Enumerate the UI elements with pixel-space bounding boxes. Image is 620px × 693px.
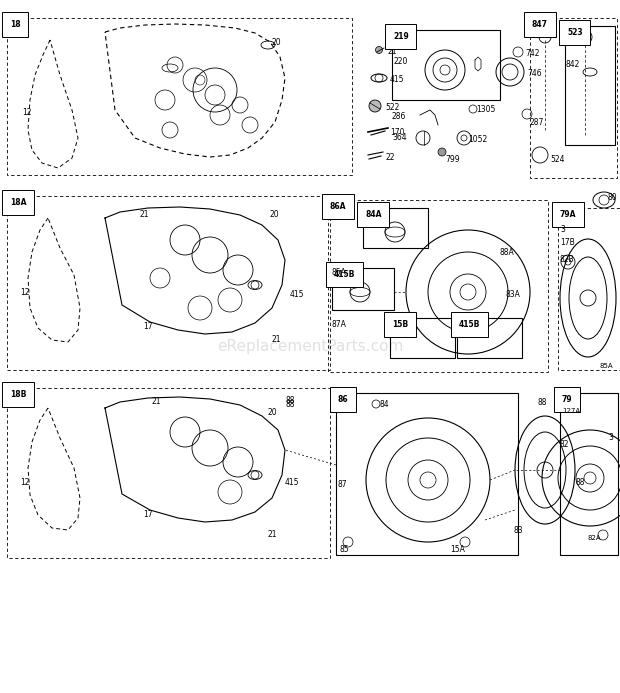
Text: 524: 524 [550,155,564,164]
Bar [7,196,330,370]
Bar [392,30,500,100]
Text: 18A: 18A [10,198,27,207]
Bar [363,208,428,248]
Bar [336,393,518,555]
Text: 15B: 15B [392,320,408,329]
Text: 746: 746 [527,69,542,78]
Text: 286: 286 [392,112,406,121]
Text: 88: 88 [575,478,585,487]
Text: 86: 86 [338,395,348,404]
Bar [565,26,615,145]
Bar [332,268,394,310]
Text: 219: 219 [393,32,409,41]
Text: 3: 3 [560,225,565,234]
Text: 415: 415 [290,290,304,299]
Text: 364: 364 [392,133,407,142]
Text: 87: 87 [338,480,348,489]
Text: 87A: 87A [332,320,347,329]
Text: 742: 742 [525,49,539,58]
Bar [390,318,455,358]
Text: 1305: 1305 [476,105,495,114]
Circle shape [376,46,383,53]
Text: 17B: 17B [560,238,575,247]
Text: 847: 847 [532,20,548,29]
Text: 20: 20 [272,38,281,47]
Text: 17: 17 [143,510,153,519]
Bar [558,208,620,370]
Bar [530,18,617,178]
Text: 12: 12 [20,478,30,487]
Text: 1052: 1052 [468,135,487,144]
Text: 21: 21 [140,210,149,219]
Text: 21: 21 [387,47,397,56]
Text: eReplacementParts.com: eReplacementParts.com [217,339,403,354]
Text: 83A: 83A [505,290,520,299]
Text: 84A: 84A [365,210,381,219]
Text: 415B: 415B [459,320,481,329]
Bar [457,318,522,358]
Bar [328,200,548,372]
Text: 82A: 82A [588,535,601,541]
Text: 18B: 18B [10,390,27,399]
Text: 88: 88 [285,400,294,409]
Text: 127A: 127A [562,408,580,414]
Text: 86A: 86A [330,202,347,211]
Text: 82: 82 [560,440,570,449]
Text: 522: 522 [385,103,399,112]
Text: 523: 523 [567,28,583,37]
Text: 21: 21 [272,335,281,344]
Text: 84: 84 [380,400,389,409]
Text: 88: 88 [538,398,547,407]
Text: 220: 220 [394,57,409,66]
Text: 21: 21 [152,397,161,406]
Bar [7,18,352,175]
Circle shape [369,100,381,112]
Text: 799: 799 [445,155,459,164]
Text: 79: 79 [562,395,573,404]
Text: 842: 842 [566,60,580,69]
Text: 415B: 415B [334,270,355,279]
Text: 22: 22 [386,153,396,162]
Text: 80: 80 [608,193,618,202]
Text: 12: 12 [22,108,32,117]
Text: 415: 415 [390,75,404,84]
Text: 415: 415 [285,478,299,487]
Text: 18: 18 [10,20,20,29]
Text: 82B: 82B [560,255,575,264]
Text: 21: 21 [268,530,278,539]
Bar [7,388,330,558]
Text: 3: 3 [608,433,613,442]
Text: 85: 85 [340,545,350,554]
Text: 88A: 88A [500,248,515,257]
Text: 83: 83 [513,526,523,535]
Text: 20: 20 [270,210,280,219]
Circle shape [438,148,446,156]
Text: 20: 20 [268,408,278,417]
Bar [560,393,618,555]
Text: 12: 12 [20,288,30,297]
Text: 170: 170 [390,128,404,137]
Text: 287: 287 [530,118,544,127]
Text: 15A: 15A [450,545,465,554]
Text: 79A: 79A [560,210,577,219]
Text: 17: 17 [143,322,153,331]
Text: 85A: 85A [600,363,614,369]
Text: 88: 88 [285,396,294,405]
Text: 85A: 85A [332,268,347,277]
